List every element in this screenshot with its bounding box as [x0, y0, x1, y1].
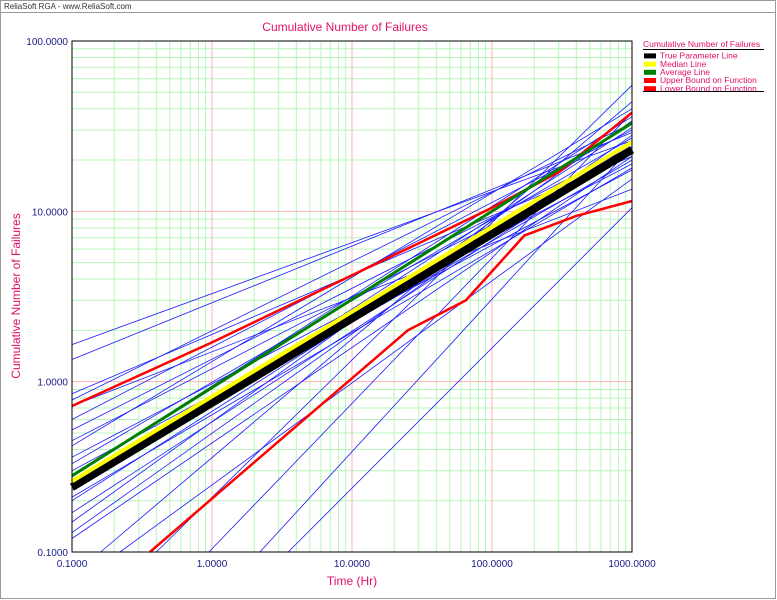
- simulation-line: [71, 188, 633, 407]
- legend: Cumulative Number of Failures True Param…: [643, 39, 764, 93]
- y-tick-label: 100.0000: [26, 37, 68, 48]
- y-tick-label: 10.0000: [32, 207, 69, 218]
- legend-title: Cumulative Number of Failures: [643, 39, 760, 49]
- header-text: ReliaSoft RGA - www.ReliaSoft.com: [4, 2, 132, 11]
- simulation-line: [156, 84, 633, 553]
- x-tick-label: 1.0000: [197, 559, 228, 570]
- x-tick-label: 100.0000: [471, 559, 513, 570]
- simulation-line: [71, 146, 633, 431]
- plot-frame: [71, 40, 633, 553]
- simulation-line: [71, 140, 633, 345]
- legend-swatch: [644, 61, 656, 67]
- chart-title: Cumulative Number of Failures: [262, 20, 427, 34]
- x-tick-labels: 0.1000 1.0000 10.0000 100.0000 1000.0000: [57, 559, 656, 570]
- legend-label: Upper Bound on Function: [660, 75, 757, 85]
- legend-label: Lower Bound on Function: [660, 83, 757, 93]
- simulation-line: [287, 207, 633, 553]
- x-axis-title: Time (Hr): [327, 574, 377, 588]
- simulation-line: [71, 132, 633, 360]
- legend-label: Median Line: [660, 59, 707, 69]
- average-line: [71, 121, 633, 478]
- simulation-line: [259, 146, 633, 553]
- x-tick-label: 0.1000: [57, 559, 88, 570]
- simulation-line: [71, 156, 633, 539]
- simulation-line: [100, 101, 633, 553]
- x-tick-label: 1000.0000: [608, 559, 656, 570]
- legend-swatch: [644, 53, 656, 59]
- main-series: [69, 111, 635, 553]
- y-axis-title: Cumulative Number of Failures: [9, 213, 23, 378]
- legend-swatch: [644, 86, 656, 92]
- y-tick-labels: 0.1000 1.0000 10.0000 100.0000: [26, 37, 68, 559]
- legend-swatch: [644, 78, 656, 83]
- x-tick-label: 10.0000: [334, 559, 371, 570]
- legend-label: True Parameter Line: [660, 51, 738, 61]
- y-tick-label: 1.0000: [37, 378, 68, 389]
- lower-bound-line: [149, 199, 633, 553]
- simulation-line: [119, 178, 633, 553]
- simulation-line: [71, 108, 633, 447]
- simulation-line: [71, 122, 633, 401]
- simulation-line: [71, 167, 633, 498]
- legend-swatch: [644, 69, 656, 75]
- y-tick-label: 0.1000: [37, 548, 68, 559]
- true-parameter-line: [69, 146, 635, 491]
- legend-label: Average Line: [660, 67, 710, 77]
- median-line: [70, 140, 634, 484]
